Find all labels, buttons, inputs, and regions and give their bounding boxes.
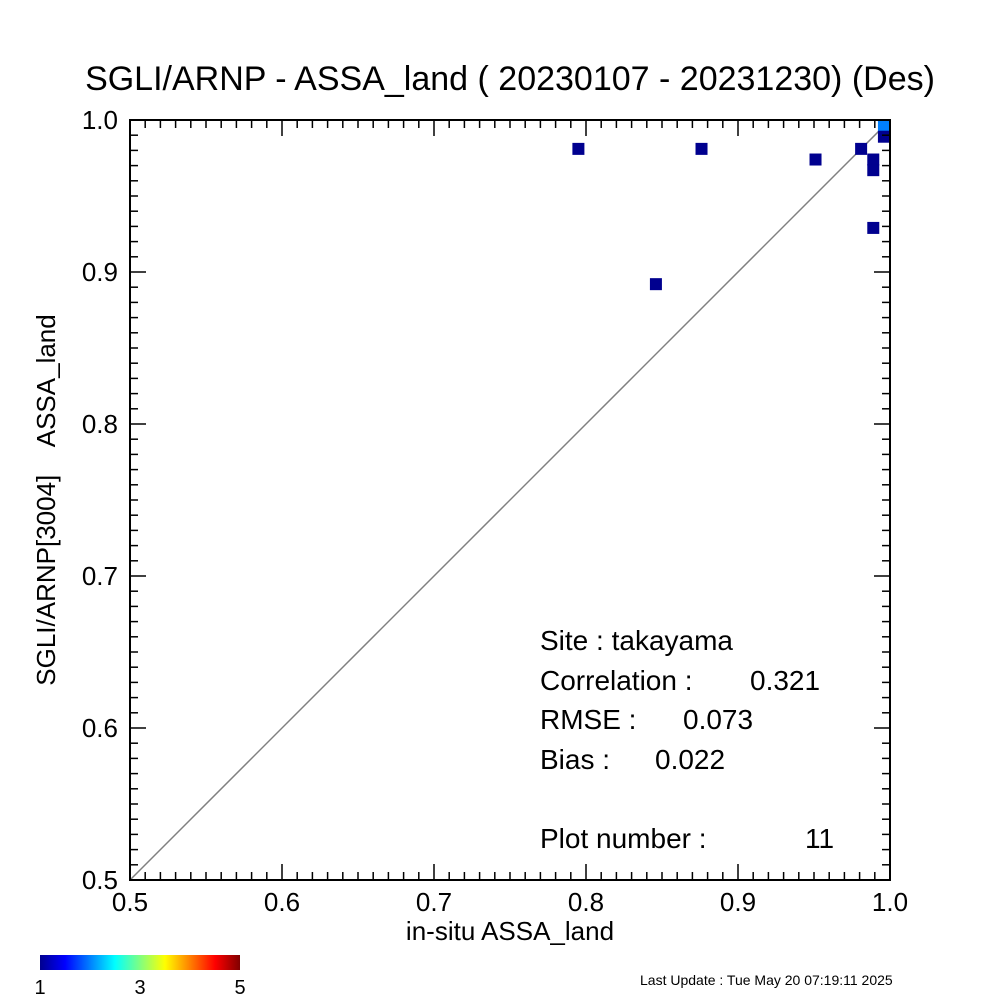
y-tick-label: 0.8 [82, 409, 118, 439]
data-point [649, 278, 662, 291]
data-point [867, 153, 880, 166]
y-tick-label: 0.6 [82, 713, 118, 743]
y-tick-label: 0.5 [82, 865, 118, 895]
data-point [572, 142, 585, 155]
y-tick-label: 1.0 [82, 105, 118, 135]
data-point [877, 130, 890, 143]
stats-correlation-label: Correlation : [540, 665, 693, 696]
x-tick-label: 0.6 [264, 887, 300, 917]
stats-site: Site : takayama [540, 625, 733, 656]
y-tick-label: 0.9 [82, 257, 118, 287]
x-tick-label: 0.5 [112, 887, 148, 917]
stats-bias-value: 0.022 [655, 744, 725, 775]
x-tick-label: 1.0 [872, 887, 908, 917]
colorbar-max-label: 5 [234, 977, 245, 999]
data-point [877, 120, 890, 133]
stats-correlation-value: 0.321 [750, 665, 820, 696]
stats-bias-label: Bias : [540, 744, 610, 775]
stats-plot-number-label: Plot number : [540, 823, 707, 854]
colorbar-min-label: 1 [34, 977, 45, 999]
x-tick-label: 0.7 [416, 887, 452, 917]
colorbar: 1 3 5 [34, 955, 246, 999]
chart-title: SGLI/ARNP - ASSA_land ( 20230107 - 20231… [85, 60, 935, 98]
colorbar-gradient [40, 955, 240, 970]
data-point [855, 142, 868, 155]
data-point [867, 221, 880, 234]
data-point [867, 164, 880, 177]
one-to-one-line [129, 119, 891, 881]
x-tick-label: 0.8 [568, 887, 604, 917]
x-tick-label: 0.9 [720, 887, 756, 917]
stats-rmse-value: 0.073 [683, 704, 753, 735]
colorbar-mid-label: 3 [134, 977, 145, 999]
stats-plot-number-value: 11 [805, 823, 834, 854]
x-axis-label: in-situ ASSA_land [406, 916, 614, 946]
y-tick-label: 0.7 [82, 561, 118, 591]
data-point [695, 142, 708, 155]
last-update: Last Update : Tue May 20 07:19:11 2025 [640, 972, 893, 988]
data-point [809, 153, 822, 166]
stats-box: Site : takayama Correlation : 0.321 RMSE… [540, 625, 834, 854]
y-axis-label: SGLI/ARNP[3004] ASSA_land [31, 314, 61, 685]
stats-rmse-label: RMSE : [540, 704, 636, 735]
